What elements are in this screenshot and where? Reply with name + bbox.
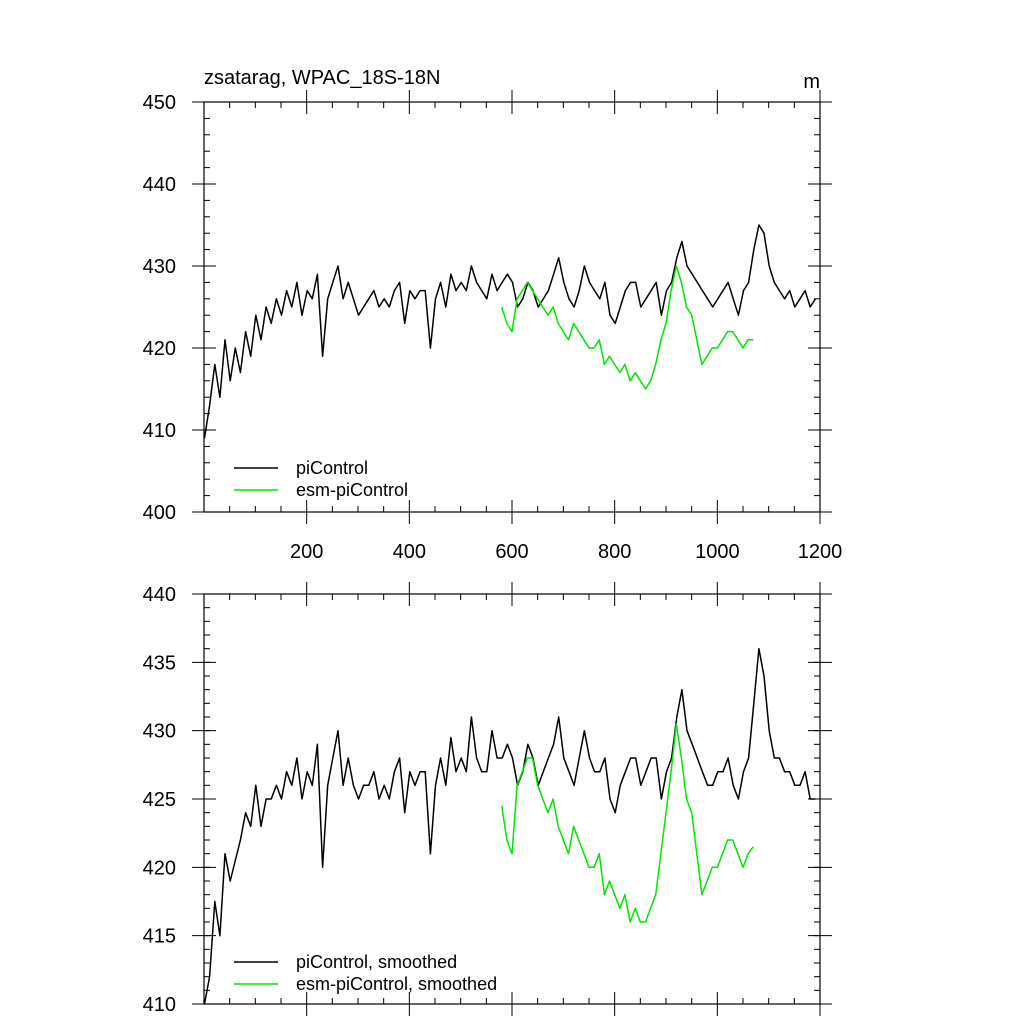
series-line-esm-picontrol bbox=[500, 265, 754, 390]
series-line-picontrol bbox=[203, 224, 817, 439]
y-tick-label: 420 bbox=[143, 857, 176, 879]
series-line-picontrol-smoothed bbox=[203, 647, 816, 1005]
y-tick-label: 420 bbox=[143, 338, 176, 360]
y-tick-label: 400 bbox=[143, 502, 176, 524]
top-panel-series bbox=[203, 224, 817, 439]
x-tick-label: 800 bbox=[598, 541, 631, 563]
panel-title: zsatarag, WPAC_18S-18N bbox=[204, 67, 440, 89]
x-tick-label: 200 bbox=[290, 541, 323, 563]
bottom-panel-legend: piControl, smoothed esm-piControl, smoot… bbox=[234, 952, 497, 994]
y-tick-label: 415 bbox=[143, 926, 176, 948]
legend-label-esm-picontrol: esm-piControl bbox=[296, 480, 408, 500]
x-tick-label: 600 bbox=[495, 541, 528, 563]
bottom-panel-series bbox=[203, 647, 816, 1005]
top-panel-frame bbox=[203, 101, 821, 513]
y-tick-label: 435 bbox=[143, 652, 176, 674]
top-panel-legend: piControl esm-piControl bbox=[234, 458, 408, 500]
series-line-esm-picontrol-smoothed bbox=[500, 723, 754, 923]
y-tick-label: 430 bbox=[143, 256, 176, 278]
y-tick-label: 425 bbox=[143, 789, 176, 811]
bottom-panel: 410 415 420 425 430 435 440 piControl, smoothe… bbox=[143, 582, 832, 1016]
x-tick-label: 1200 bbox=[798, 541, 843, 563]
y-tick-label: 440 bbox=[143, 174, 176, 196]
bottom-panel-ticks: 410 415 420 425 430 435 440 bbox=[143, 582, 832, 1016]
top-panel: zsatarag, WPAC_18S-18N m 200 400 600 800 100… bbox=[143, 67, 843, 563]
bottom-panel-frame bbox=[203, 593, 821, 1005]
legend-label-picontrol: piControl bbox=[296, 458, 368, 478]
units-label: m bbox=[803, 71, 820, 93]
y-tick-label: 410 bbox=[143, 420, 176, 442]
legend-label-picontrol-smoothed: piControl, smoothed bbox=[296, 952, 457, 972]
x-tick-label: 400 bbox=[393, 541, 426, 563]
y-tick-label: 430 bbox=[143, 721, 176, 743]
y-tick-label: 450 bbox=[143, 92, 176, 114]
y-tick-label: 410 bbox=[143, 994, 176, 1016]
top-panel-ticks: 200 400 600 800 1000 1200 400 410 420 430 440 450 bbox=[143, 90, 843, 563]
x-tick-label: 1000 bbox=[695, 541, 740, 563]
y-tick-label: 440 bbox=[143, 584, 176, 606]
legend-label-esm-picontrol-smoothed: esm-piControl, smoothed bbox=[296, 974, 497, 994]
